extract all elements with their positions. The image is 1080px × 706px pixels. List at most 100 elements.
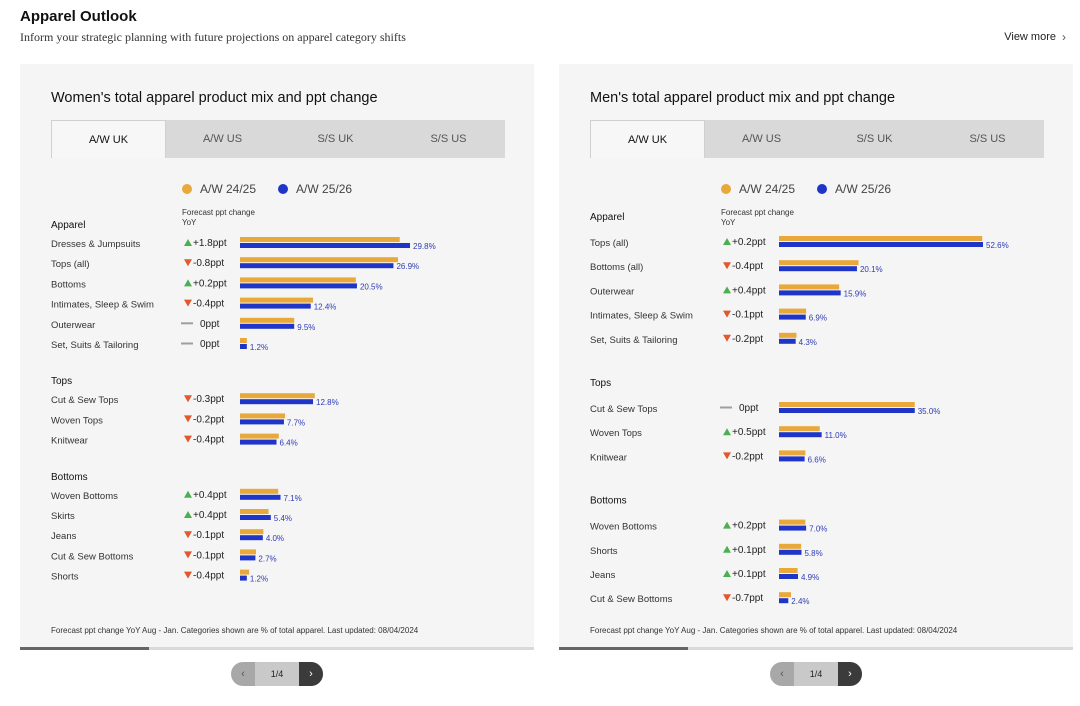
category-label: Cut & Sew Tops: [590, 404, 658, 415]
tab-aw-uk[interactable]: A/W UK: [590, 120, 705, 158]
tab-ss-us[interactable]: S/S US: [969, 133, 1006, 145]
forecast-column-header: Forecast ppt change YoY: [182, 208, 255, 227]
down-arrow-icon: [723, 334, 731, 342]
value-label: 9.5%: [297, 323, 315, 332]
bar-current: [240, 243, 410, 248]
bar-prior: [240, 413, 286, 419]
bar-prior: [240, 509, 269, 514]
tab-aw-uk[interactable]: A/W UK: [51, 120, 166, 158]
ppt-change-label: -0.4ppt: [193, 571, 224, 582]
up-arrow-icon: [723, 238, 731, 245]
chevron-right-icon: ›: [309, 668, 313, 680]
bar-current: [240, 555, 256, 561]
men-bar-chart: Apparel Tops (all) +0.2ppt 52.6% Bottoms (al…: [590, 212, 1009, 606]
bar-current: [779, 266, 857, 272]
ppt-change-label: +0.2ppt: [732, 521, 766, 532]
category-label: Bottoms: [51, 279, 86, 290]
season-tabs: A/W UK A/W US S/S UK S/S US: [590, 120, 1044, 158]
down-arrow-icon: [184, 259, 192, 267]
value-label: 12.8%: [316, 398, 339, 407]
bar-prior: [779, 450, 806, 456]
value-label: 20.5%: [360, 282, 383, 291]
bar-current: [779, 549, 802, 555]
bar-current: [240, 283, 357, 289]
down-arrow-icon: [184, 571, 192, 579]
down-arrow-icon: [184, 299, 192, 307]
page-indicator: 1/4: [794, 662, 838, 686]
ppt-change-label: +0.4ppt: [193, 490, 227, 501]
bar-current: [779, 598, 789, 604]
bar-current: [240, 439, 277, 445]
value-label: 11.0%: [825, 431, 847, 440]
ppt-change-label: -0.8ppt: [193, 258, 224, 269]
up-arrow-icon: [723, 545, 731, 553]
bar-prior: [240, 433, 279, 439]
category-label: Woven Tops: [51, 415, 103, 426]
bar-current: [240, 344, 247, 349]
value-label: 6.4%: [280, 439, 298, 448]
next-page-button[interactable]: ›: [299, 662, 323, 686]
category-label: Cut & Sew Bottoms: [590, 594, 673, 605]
up-arrow-icon: [723, 521, 731, 529]
bar-current: [240, 494, 281, 500]
legend-label-current: A/W 25/26: [296, 182, 353, 196]
category-label: Skirts: [51, 511, 75, 522]
value-label: 6.9%: [809, 314, 827, 323]
bar-current: [240, 575, 247, 581]
ppt-change-label: -0.1ppt: [193, 550, 224, 561]
tab-aw-us[interactable]: A/W US: [741, 133, 782, 145]
chart-footnote: Forecast ppt change YoY Aug - Jan. Categ…: [51, 626, 419, 635]
category-label: Intimates, Sleep & Swim: [590, 311, 693, 322]
value-label: 29.8%: [413, 242, 436, 251]
prev-page-button[interactable]: ‹: [770, 662, 794, 686]
section-subtitle: Inform your strategic planning with futu…: [20, 30, 406, 44]
ppt-change-label: -0.4ppt: [193, 435, 224, 446]
tab-ss-uk[interactable]: S/S UK: [856, 133, 893, 145]
value-label: 4.0%: [266, 534, 284, 543]
ppt-change-label: +0.4ppt: [193, 510, 227, 521]
ppt-change-label: +0.5ppt: [732, 427, 766, 438]
down-arrow-icon: [723, 594, 731, 602]
chart-legend: A/W 24/25 A/W 25/26: [182, 182, 352, 196]
legend-dot-current: [817, 184, 828, 194]
carousel-pager-left: ‹ 1/4 ›: [231, 662, 323, 686]
category-label: Cut & Sew Tops: [51, 395, 119, 406]
category-label: Outerwear: [590, 286, 634, 297]
value-label: 6.6%: [808, 455, 826, 464]
ppt-change-label: -0.2ppt: [193, 414, 224, 425]
ppt-change-label: -0.2ppt: [732, 451, 763, 462]
value-label: 5.8%: [804, 549, 822, 558]
value-label: 7.0%: [809, 525, 827, 534]
women-chart-card: Women's total apparel product mix and pp…: [20, 64, 534, 648]
category-label: Woven Bottoms: [51, 491, 118, 502]
page-indicator: 1/4: [255, 662, 299, 686]
bar-current: [779, 456, 805, 462]
value-label: 4.9%: [801, 573, 819, 582]
down-arrow-icon: [184, 395, 192, 403]
ppt-change-label: -0.2ppt: [732, 334, 763, 345]
legend-label-current: A/W 25/26: [835, 182, 892, 196]
legend-item-current: A/W 25/26: [817, 182, 891, 196]
up-arrow-icon: [184, 490, 192, 498]
view-more-link[interactable]: View more ›: [1004, 30, 1066, 44]
bar-current: [240, 399, 314, 405]
bar-prior: [779, 260, 859, 266]
up-arrow-icon: [184, 511, 192, 518]
down-arrow-icon: [723, 310, 731, 318]
chart-footnote: Forecast ppt change YoY Aug - Jan. Categ…: [590, 626, 958, 635]
bar-prior: [779, 308, 807, 314]
category-label: Shorts: [590, 546, 618, 557]
value-label: 20.1%: [860, 265, 883, 274]
tab-ss-uk[interactable]: S/S UK: [317, 133, 354, 145]
legend-dot-prior: [721, 184, 731, 194]
ppt-change-label: +0.1ppt: [732, 545, 766, 556]
tab-aw-us[interactable]: A/W US: [202, 133, 243, 145]
ppt-change-label: -0.1ppt: [193, 530, 224, 541]
bar-prior: [779, 332, 797, 338]
prev-page-button[interactable]: ‹: [231, 662, 255, 686]
bar-prior: [240, 257, 399, 263]
tab-ss-us[interactable]: S/S US: [430, 133, 467, 145]
next-page-button[interactable]: ›: [838, 662, 862, 686]
chevron-left-icon: ‹: [241, 668, 245, 680]
down-arrow-icon: [184, 551, 192, 559]
